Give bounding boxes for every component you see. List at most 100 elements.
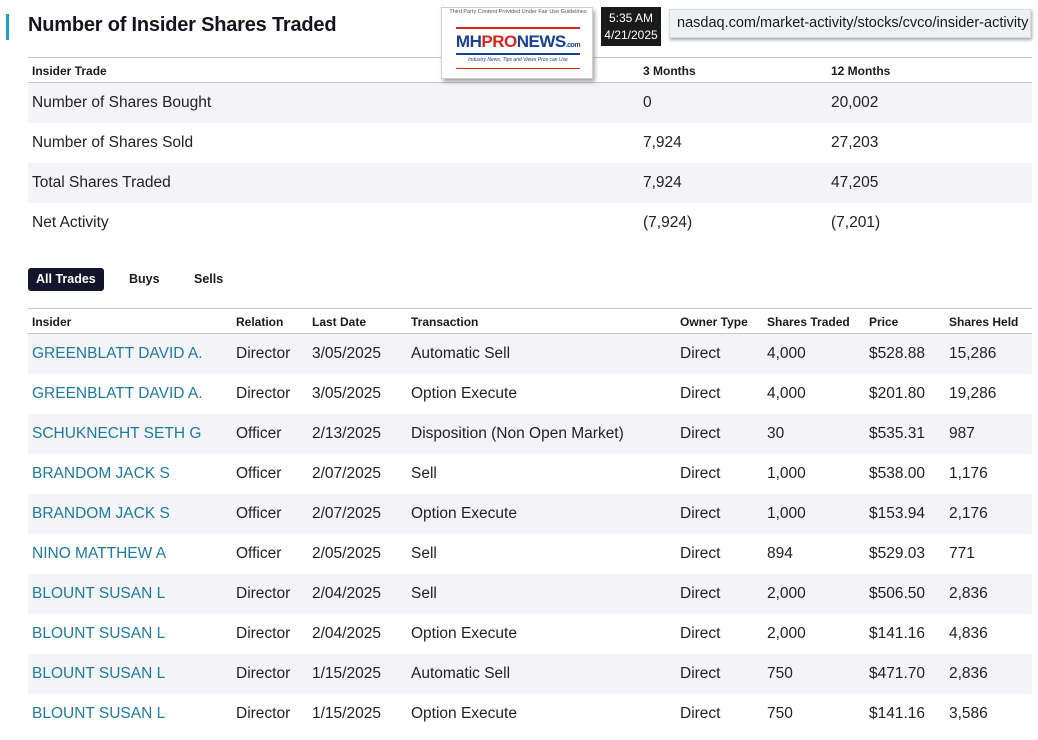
owner-type-cell: Direct: [680, 665, 721, 682]
relation-cell: Officer: [236, 505, 282, 522]
header-shares-held[interactable]: Shares Held: [949, 315, 1019, 329]
shares-held-cell: 19,286: [949, 385, 997, 402]
date-cell: 3/05/2025: [312, 345, 381, 362]
owner-type-cell: Direct: [680, 505, 721, 522]
relation-cell: Officer: [236, 425, 282, 442]
transaction-cell: Option Execute: [411, 705, 517, 722]
transaction-cell: Sell: [411, 465, 437, 482]
tab-buys[interactable]: Buys: [129, 272, 160, 286]
summary-value-3m: (7,924): [643, 214, 693, 231]
shares-held-cell: 3,586: [949, 705, 988, 722]
watermark-divider: [456, 27, 580, 29]
price-cell: $529.03: [869, 545, 926, 562]
price-cell: $538.00: [869, 465, 926, 482]
title-accent-bar: [6, 14, 9, 40]
relation-cell: Officer: [236, 465, 282, 482]
insider-summary-table: Insider Trade 3 Months 12 Months Number …: [28, 57, 1032, 243]
tab-all-trades[interactable]: All Trades: [28, 268, 104, 291]
timestamp-badge: 5:35 AM 4/21/2025: [601, 7, 661, 46]
header-insider-trade: Insider Trade: [32, 64, 107, 78]
table-row: GREENBLATT DAVID A. Director 3/05/2025 O…: [28, 374, 1032, 414]
owner-type-cell: Direct: [680, 585, 721, 602]
table-row: SCHUKNECHT SETH G Officer 2/13/2025 Disp…: [28, 414, 1032, 454]
shares-held-cell: 15,286: [949, 345, 997, 362]
summary-value-12m: 27,203: [831, 134, 879, 151]
date-cell: 2/04/2025: [312, 625, 381, 642]
timestamp-date: 4/21/2025: [604, 28, 658, 42]
page-title: Number of Insider Shares Traded: [28, 14, 337, 36]
summary-value-12m: 20,002: [831, 94, 879, 111]
header-transaction[interactable]: Transaction: [411, 315, 479, 329]
transaction-cell: Sell: [411, 585, 437, 602]
date-cell: 2/13/2025: [312, 425, 381, 442]
insider-link[interactable]: SCHUKNECHT SETH G: [32, 425, 202, 442]
insider-link[interactable]: GREENBLATT DAVID A.: [32, 385, 203, 402]
table-row: BRANDOM JACK S Officer 2/07/2025 Option …: [28, 494, 1032, 534]
relation-cell: Director: [236, 385, 291, 402]
price-cell: $153.94: [869, 505, 926, 522]
logo-mh: MH: [455, 32, 482, 51]
relation-cell: Director: [236, 345, 291, 362]
insider-link[interactable]: NINO MATTHEW A: [32, 545, 167, 562]
insider-link[interactable]: BLOUNT SUSAN L: [32, 625, 166, 642]
shares-traded-cell: 2,000: [767, 585, 806, 602]
relation-cell: Director: [236, 585, 291, 602]
shares-traded-cell: 4,000: [767, 345, 806, 362]
summary-label: Net Activity: [32, 214, 109, 231]
header-owner-type[interactable]: Owner Type: [680, 315, 748, 329]
summary-value-3m: 7,924: [643, 134, 682, 151]
insider-link[interactable]: BLOUNT SUSAN L: [32, 665, 166, 682]
insider-link[interactable]: BRANDOM JACK S: [32, 505, 170, 522]
summary-row-net: Net Activity (7,924) (7,201): [28, 203, 1032, 243]
shares-traded-cell: 1,000: [767, 505, 806, 522]
transaction-cell: Option Execute: [411, 385, 517, 402]
date-cell: 2/07/2025: [312, 465, 381, 482]
date-cell: 1/15/2025: [312, 665, 381, 682]
header-12-months: 12 Months: [831, 64, 891, 78]
shares-traded-cell: 4,000: [767, 385, 806, 402]
header-price[interactable]: Price: [869, 315, 899, 329]
relation-cell: Director: [236, 625, 291, 642]
transaction-cell: Disposition (Non Open Market): [411, 425, 624, 442]
header-relation[interactable]: Relation: [236, 315, 284, 329]
date-cell: 2/04/2025: [312, 585, 381, 602]
header-last-date[interactable]: Last Date: [312, 315, 367, 329]
mhpronews-logo: MHPRONEWS.com: [442, 32, 594, 52]
owner-type-cell: Direct: [680, 385, 721, 402]
relation-cell: Officer: [236, 545, 282, 562]
logo-tagline: Industry News, Tips and Views Pros can U…: [468, 57, 568, 63]
insider-link[interactable]: BRANDOM JACK S: [32, 465, 170, 482]
shares-traded-cell: 1,000: [767, 465, 806, 482]
transaction-cell: Sell: [411, 545, 437, 562]
summary-label: Number of Shares Sold: [32, 134, 194, 151]
watermark-divider: [456, 68, 580, 69]
transaction-cell: Automatic Sell: [411, 665, 511, 682]
date-cell: 2/07/2025: [312, 505, 381, 522]
header-shares-traded[interactable]: Shares Traded: [767, 315, 850, 329]
tab-sells[interactable]: Sells: [194, 272, 224, 286]
watermark-divider: [456, 53, 580, 55]
header-3-months: 3 Months: [643, 64, 696, 78]
relation-cell: Director: [236, 665, 291, 682]
date-cell: 2/05/2025: [312, 545, 381, 562]
insider-link[interactable]: BLOUNT SUSAN L: [32, 585, 166, 602]
owner-type-cell: Direct: [680, 425, 721, 442]
summary-label: Total Shares Traded: [32, 174, 171, 191]
summary-value-3m: 0: [643, 94, 652, 111]
table-row: BLOUNT SUSAN L Director 1/15/2025 Automa…: [28, 654, 1032, 694]
summary-value-12m: 47,205: [831, 174, 879, 191]
transaction-cell: Option Execute: [411, 625, 517, 642]
table-row: GREENBLATT DAVID A. Director 3/05/2025 A…: [28, 334, 1032, 374]
price-cell: $141.16: [869, 625, 926, 642]
timestamp-time: 5:35 AM: [608, 11, 654, 25]
summary-row-bought: Number of Shares Bought 0 20,002: [28, 83, 1032, 123]
table-row: BLOUNT SUSAN L Director 2/04/2025 Option…: [28, 614, 1032, 654]
insider-link[interactable]: BLOUNT SUSAN L: [32, 705, 166, 722]
insider-link[interactable]: GREENBLATT DAVID A.: [32, 345, 203, 362]
source-url-badge: nasdaq.com/market-activity/stocks/cvco/i…: [669, 9, 1031, 38]
summary-label: Number of Shares Bought: [32, 94, 212, 111]
shares-held-cell: 1,176: [949, 465, 988, 482]
summary-row-sold: Number of Shares Sold 7,924 27,203: [28, 123, 1032, 163]
date-cell: 1/15/2025: [312, 705, 381, 722]
header-insider[interactable]: Insider: [32, 315, 72, 329]
